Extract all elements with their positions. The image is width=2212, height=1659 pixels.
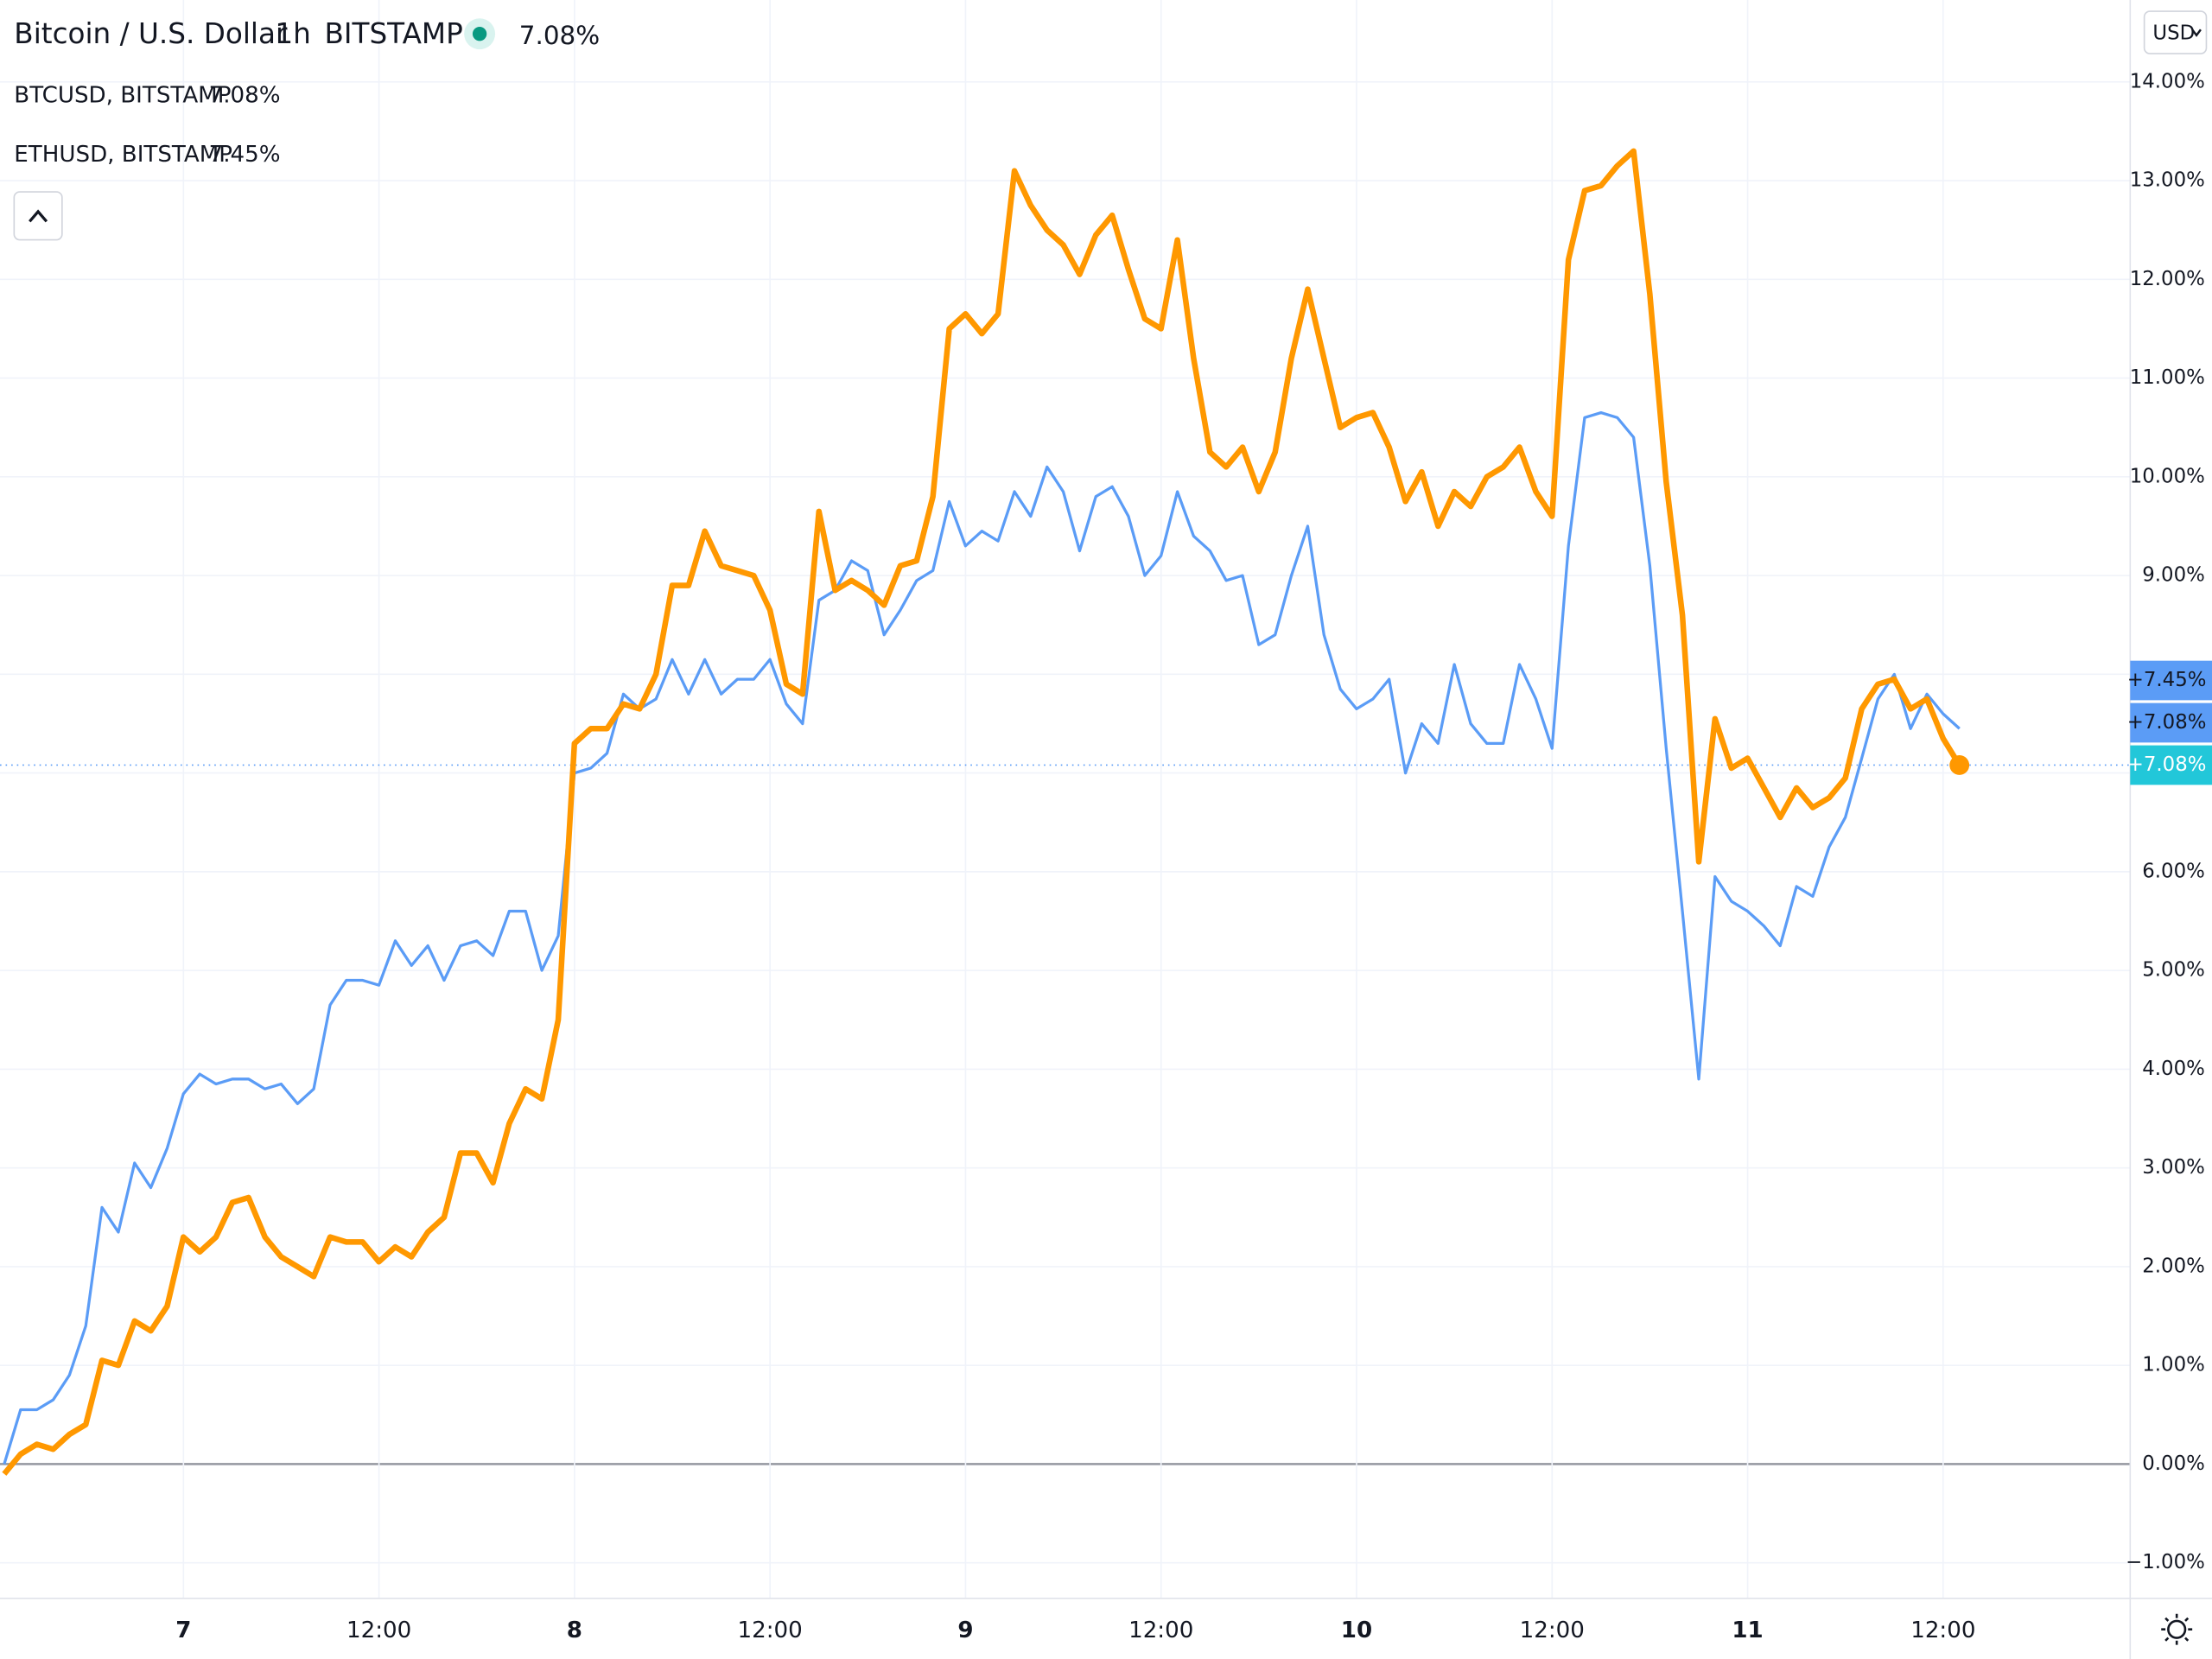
settings-button[interactable] xyxy=(2161,1613,2193,1645)
price-label-box xyxy=(2130,660,2212,701)
y-tick-label: 9.00% xyxy=(2142,564,2205,587)
x-tick-label: 8 xyxy=(567,1618,582,1643)
status-dot xyxy=(472,27,487,41)
y-tick-label: 3.00% xyxy=(2142,1156,2205,1179)
legend-series-value: 7.08% xyxy=(209,83,281,109)
legend-change: 7.08% xyxy=(519,21,600,50)
x-tick-label: 7 xyxy=(175,1618,191,1643)
plot xyxy=(2,148,1970,1476)
collapse-icon xyxy=(29,209,48,223)
y-tick-label: 4.00% xyxy=(2142,1058,2205,1080)
x-tick-label: 12:00 xyxy=(1910,1618,1975,1643)
x-tick-label: 12:00 xyxy=(346,1618,411,1643)
price-label: +7.08% xyxy=(2127,753,2207,776)
y-tick-label: 11.00% xyxy=(2130,366,2205,389)
x-tick-label: 11 xyxy=(1732,1618,1763,1643)
price-label-box xyxy=(2130,702,2212,743)
series-line xyxy=(2,148,1962,1476)
x-tick-label: 12:00 xyxy=(1520,1618,1585,1643)
currency-caret xyxy=(2191,29,2202,37)
x-tick-label: 12:00 xyxy=(738,1618,803,1643)
y-tick-label: 1.00% xyxy=(2142,1354,2205,1376)
currency-label: USD xyxy=(2152,22,2195,45)
y-tick-label: −1.00% xyxy=(2126,1551,2205,1573)
grid xyxy=(0,0,2131,1599)
y-tick-label: 0.00% xyxy=(2142,1452,2205,1475)
last-point xyxy=(1949,755,1970,775)
settings-icon xyxy=(2167,1619,2187,1639)
collapse-button[interactable] xyxy=(13,191,63,241)
legend-series-name: ETHUSD, BITSTAMP xyxy=(14,142,232,168)
x-tick-label: 10 xyxy=(1341,1618,1372,1643)
price-label: +7.08% xyxy=(2127,711,2207,734)
y-tick-label: 6.00% xyxy=(2142,860,2205,882)
legend-interval: 1h xyxy=(275,17,310,50)
x-tick-label: 12:00 xyxy=(1128,1618,1193,1643)
settings-icon-rays xyxy=(2161,1613,2193,1645)
y-tick-label: 13.00% xyxy=(2130,169,2205,192)
currency-button[interactable] xyxy=(2143,10,2208,54)
price-label-box xyxy=(2130,745,2212,785)
legend-series-value: 7.45% xyxy=(209,142,281,168)
y-tick-label: 2.00% xyxy=(2142,1255,2205,1277)
y-tick-label: 10.00% xyxy=(2130,465,2205,487)
legend-series-name: BTCUSD, BITSTAMP xyxy=(14,83,231,109)
x-tick-label: 9 xyxy=(957,1618,973,1643)
legend: Bitcoin / U.S. Dollar 1h BITSTAMP 7.08% … xyxy=(13,17,600,241)
y-tick-label: 14.00% xyxy=(2130,70,2205,92)
axes: −1.00% 0.00% 1.00% 2.00% 3.00% 4.00% 5.00% 6.00… xyxy=(175,70,2212,1643)
y-tick-label: 5.00% xyxy=(2142,959,2205,982)
y-tick-label: 12.00% xyxy=(2130,268,2205,290)
price-label: +7.45% xyxy=(2127,669,2207,691)
legend-title: Bitcoin / U.S. Dollar xyxy=(14,17,288,50)
series-line xyxy=(3,410,1961,1465)
legend-exchange: BITSTAMP xyxy=(325,17,463,50)
